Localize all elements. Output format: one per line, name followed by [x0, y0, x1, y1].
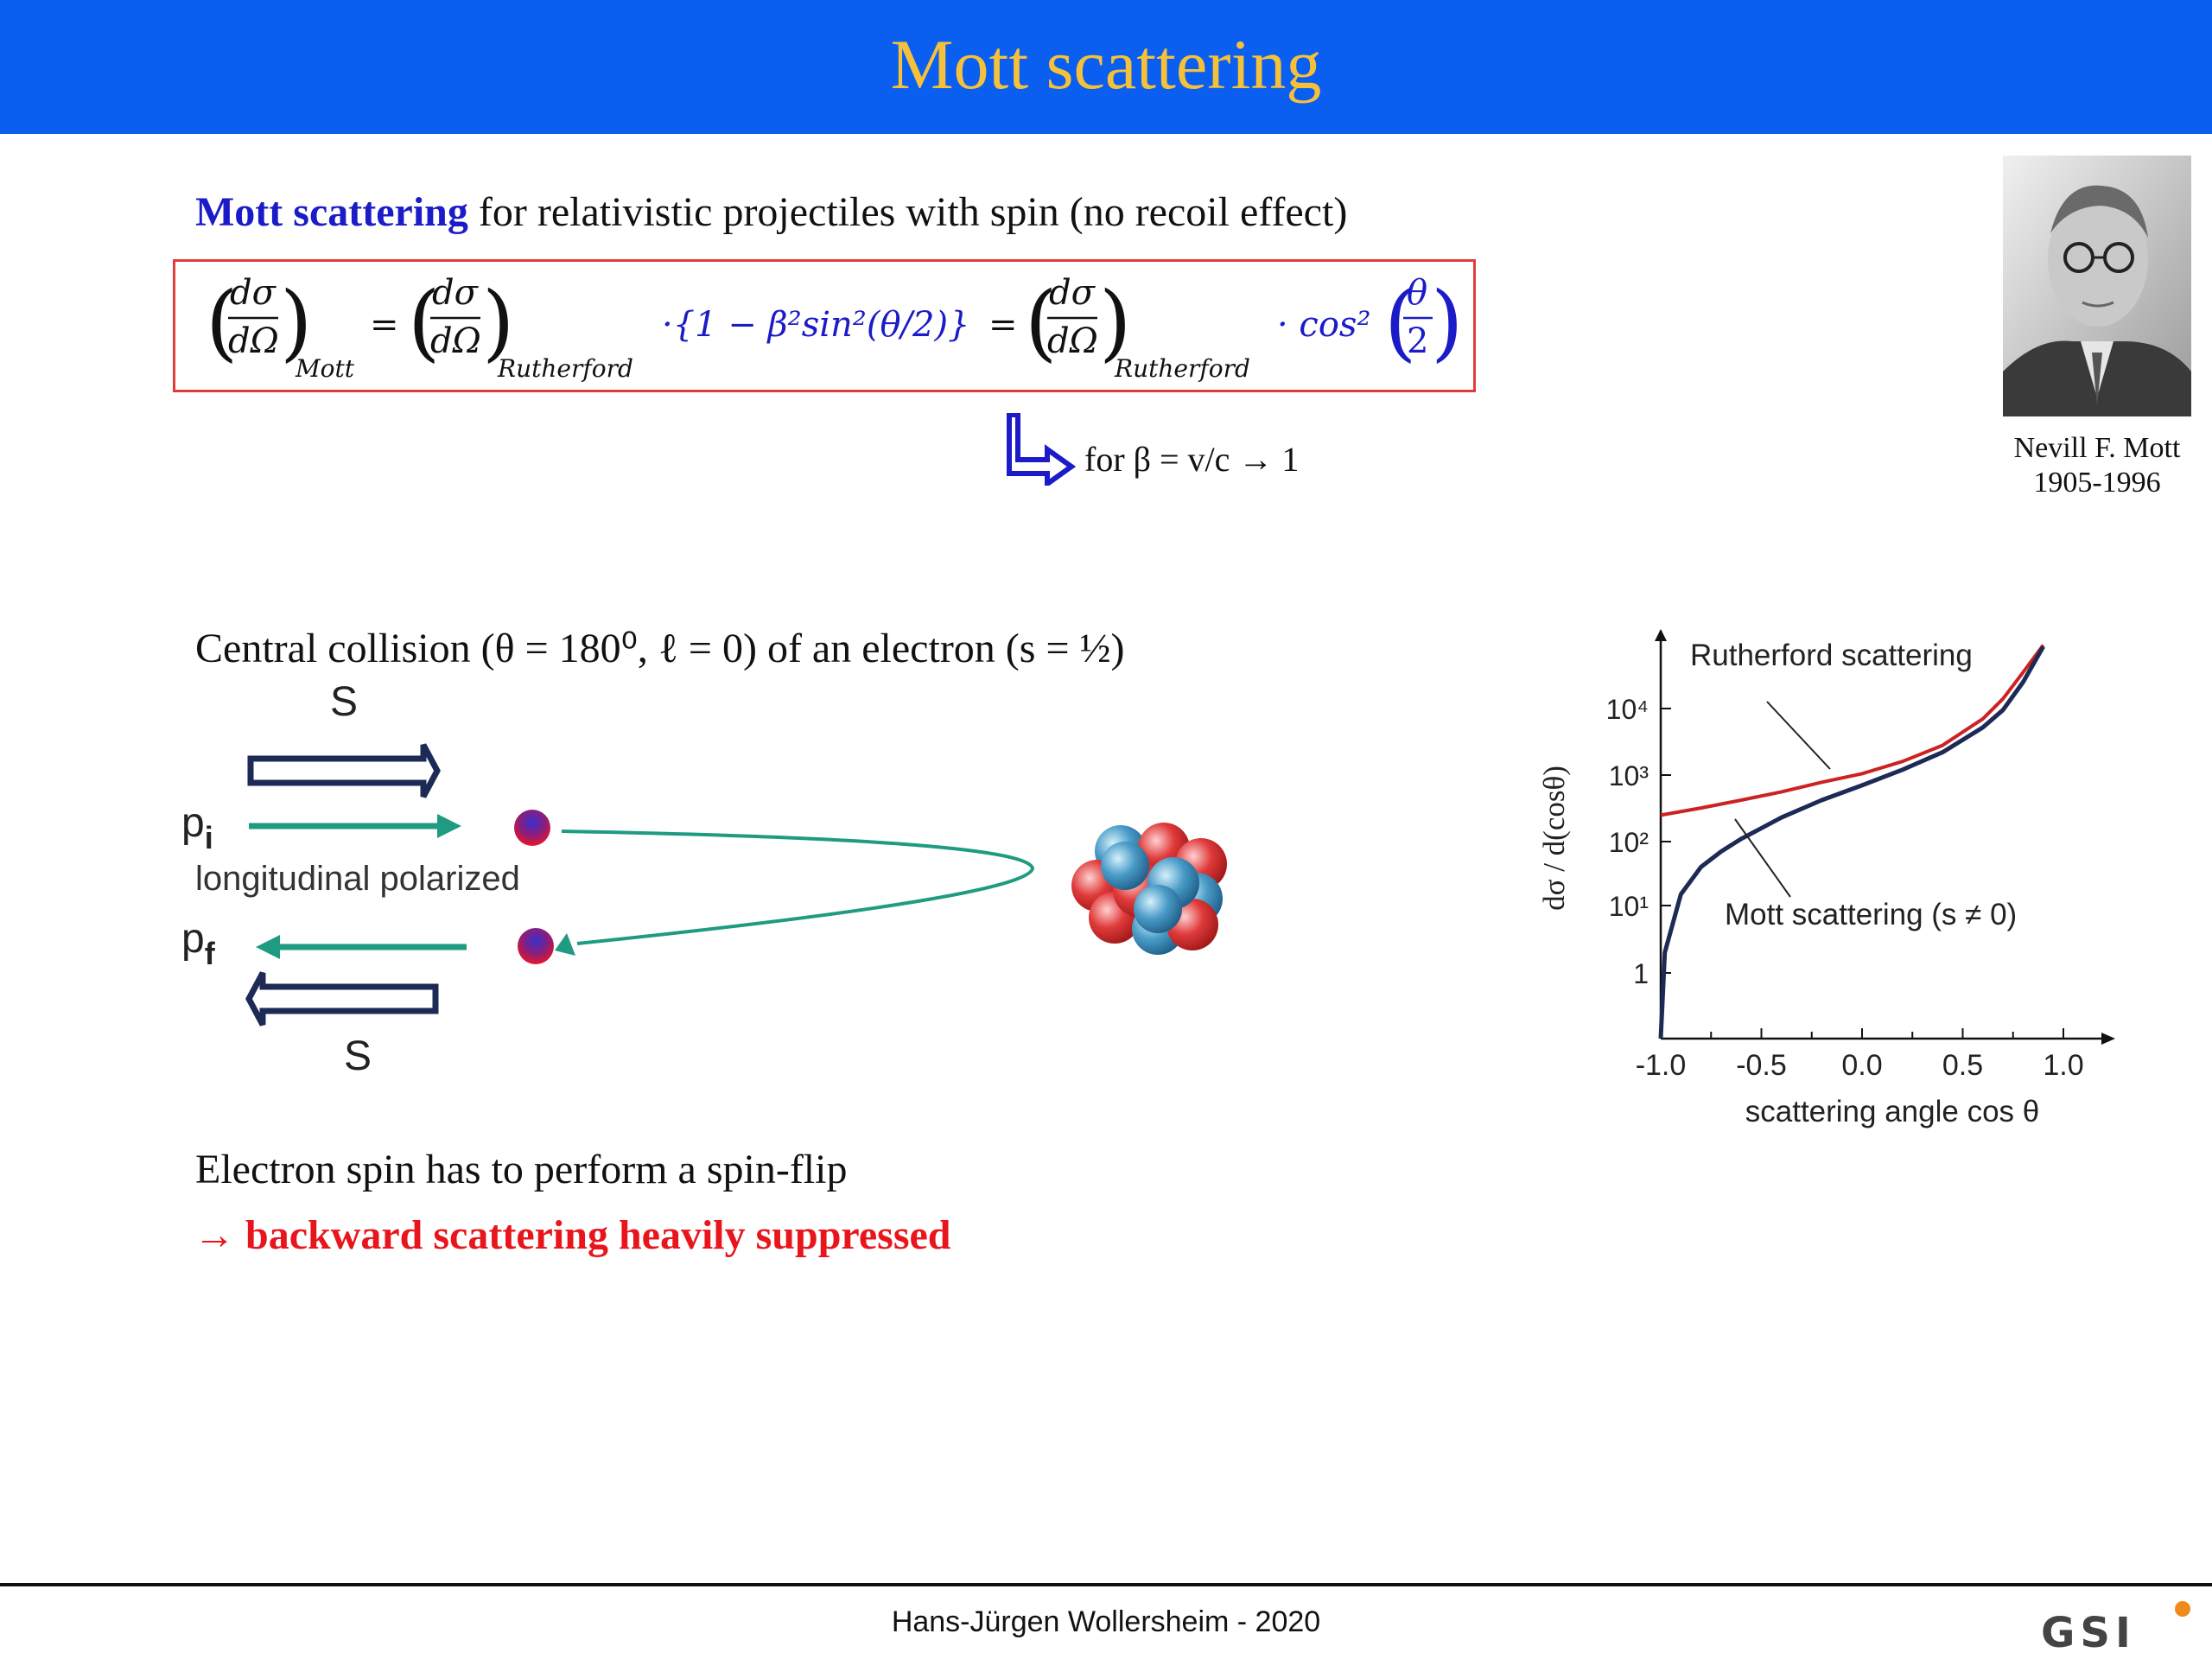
denominator: dΩ: [430, 321, 481, 361]
y-tick-label: 1: [1633, 958, 1649, 989]
outgoing-electron: [518, 928, 554, 964]
spin-label-top: S: [330, 683, 358, 725]
p-final-label: pf: [181, 916, 216, 971]
numerator: dσ: [1049, 273, 1096, 313]
factor-beta: ·{1 − β²sin²(θ/2)}: [662, 305, 970, 345]
denominator: dΩ: [1047, 321, 1098, 361]
paren-right: ): [482, 274, 514, 371]
arrow-head-icon: [437, 814, 461, 838]
paren-left: (: [1025, 274, 1057, 371]
rutherford-curve: [1660, 644, 2045, 817]
denominator: dΩ: [228, 321, 279, 361]
y-axis-label: dσ / d(cosθ): [1537, 766, 1571, 911]
x-tick-label: 0.5: [1942, 1049, 1983, 1082]
x-axis-label: scattering angle cos θ: [1745, 1095, 2039, 1128]
intro-rest: for relativistic projectiles with spin (…: [467, 189, 1348, 235]
formula-box: [173, 259, 1476, 392]
y-tick-label: 10¹: [1609, 891, 1649, 922]
subscript-rutherford: Rutherford: [1114, 354, 1250, 383]
spin-label-bottom: S: [344, 1033, 372, 1079]
nucleus-icon: [1071, 823, 1227, 955]
suppression-text: → backward scattering heavily suppressed: [194, 1212, 951, 1258]
title-bar: [0, 0, 2212, 134]
x-tick-label: -1.0: [1636, 1049, 1687, 1082]
polarization-label: longitudinal polarized: [195, 860, 520, 898]
y-tick-label: 10⁴: [1606, 694, 1649, 725]
collision-diagram: S pi longitudinal polarized pf S: [181, 683, 1227, 1079]
x-tick-label: 0.0: [1841, 1049, 1882, 1082]
incoming-electron: [514, 810, 550, 846]
limit-note: for β = v/c → 1: [1084, 440, 1300, 479]
factor-cos: · cos²: [1277, 305, 1370, 345]
mott-label: Mott scattering (s ≠ 0): [1725, 898, 2017, 931]
theta-denominator: 2: [1407, 321, 1428, 361]
arrow-head-icon: [555, 933, 575, 956]
mott-formula: ( dσ dΩ ) Mott = ( dσ dΩ ) Rutherford ·{…: [206, 273, 1463, 383]
spin-arrow-right-icon: [247, 743, 441, 798]
subscript-rutherford: Rutherford: [497, 354, 633, 383]
paren-right: ): [1431, 274, 1463, 371]
numerator: dσ: [230, 273, 277, 313]
y-tick-label: 10³: [1609, 760, 1649, 791]
theta-numerator: θ: [1407, 273, 1427, 313]
numerator: dσ: [432, 273, 480, 313]
gsi-logo: GSI: [2041, 1601, 2190, 1652]
scattering-path: [561, 830, 1035, 945]
rutherford-label: Rutherford scattering: [1690, 639, 1973, 672]
spin-flip-text: Electron spin has to perform a spin-flip: [195, 1147, 848, 1192]
paren-right: ): [280, 274, 312, 371]
portrait-years: 1905-1996: [2033, 467, 2161, 499]
footer-divider: [0, 1583, 2212, 1586]
spin-arrow-left-icon: [245, 971, 439, 1027]
paren-left: (: [1384, 274, 1416, 371]
y-tick-label: 10²: [1609, 827, 1649, 858]
portrait-photo: [2003, 156, 2191, 416]
p-initial-label: pi: [181, 800, 213, 855]
paren-left: (: [408, 274, 440, 371]
equals-sign: =: [988, 305, 1018, 345]
limit-arrow-icon: [1007, 413, 1077, 486]
arrow-head-icon: [256, 935, 280, 959]
intro-text: Mott scattering for relativistic project…: [195, 188, 1347, 236]
cross-section-chart: -1.0 -0.5 0.0 0.5 1.0 1 10¹ 10² 10³ 10⁴ scatteri…: [1537, 629, 2115, 1128]
x-tick-label: 1.0: [2043, 1049, 2083, 1082]
subscript-mott: Mott: [295, 354, 355, 383]
footer-author: Hans-Jürgen Wollersheim - 2020: [891, 1605, 1321, 1638]
portrait-name: Nevill F. Mott: [2013, 432, 2181, 464]
intro-highlight: Mott scattering: [195, 189, 468, 235]
equals-sign: =: [370, 305, 399, 345]
x-tick-label: -0.5: [1736, 1049, 1787, 1082]
logo-text: GSI: [2041, 1609, 2136, 1652]
mott-curve: [1658, 645, 2045, 1039]
paren-right: ): [1099, 274, 1131, 371]
paren-left: (: [206, 274, 238, 371]
central-collision-text: Central collision (θ = 180⁰, ℓ = 0) of a…: [195, 626, 1125, 671]
slide-title: Mott scattering: [890, 25, 1322, 104]
